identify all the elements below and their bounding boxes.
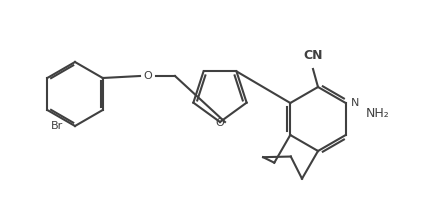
Text: CN: CN — [303, 49, 322, 62]
Text: N: N — [350, 98, 358, 108]
Text: O: O — [143, 71, 152, 81]
Text: O: O — [215, 118, 224, 128]
Text: Br: Br — [51, 121, 63, 131]
Text: NH₂: NH₂ — [365, 106, 389, 119]
